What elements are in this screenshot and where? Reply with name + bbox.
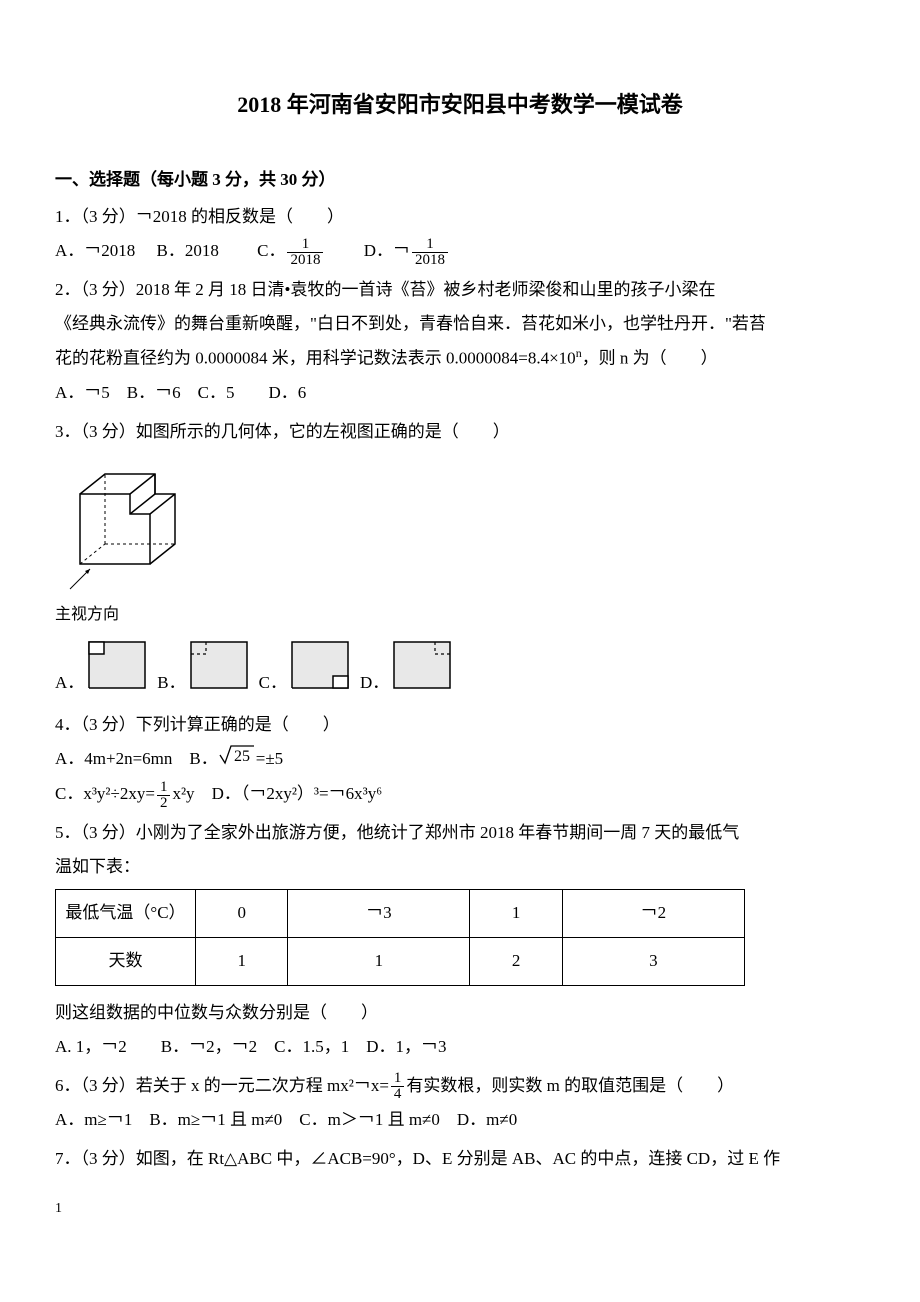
table-cell: 0 xyxy=(196,890,288,938)
q1-text: 1．（3 分）￢2018 的相反数是（ ） xyxy=(55,200,865,234)
q4-optC-a: C．x³y²÷2xy= xyxy=(55,784,155,803)
q4-options-ab: A．4m+2n=6mn B．25=±5 xyxy=(55,742,865,777)
question-3: 3．（3 分）如图所示的几何体，它的左视图正确的是（ ） 主视方向 A． xyxy=(55,415,865,700)
q5-line1: 5．（3 分）小刚为了全家外出旅游方便，他统计了郑州市 2018 年春节期间一周… xyxy=(55,816,865,850)
q1-optB: B．2018 xyxy=(157,241,219,260)
table-cell: 1 xyxy=(288,937,470,985)
table-cell: 1 xyxy=(196,937,288,985)
fraction: 12018 xyxy=(287,237,323,268)
table-cell: 最低气温（°C） xyxy=(56,890,196,938)
q2-line2: 《经典永流传》的舞台重新唤醒，"白日不到处，青春恰自来．苔花如米小，也学牡丹开．… xyxy=(55,307,865,341)
q4-optD: D．（￢2xy²）³=￢6x³y⁶ xyxy=(212,784,383,803)
document-title: 2018 年河南省安阳市安阳县中考数学一模试卷 xyxy=(55,85,865,125)
q3-label: 主视方向 xyxy=(55,601,195,630)
q2-options: A．￢5 B．￢6 C．5 D．6 xyxy=(55,376,865,410)
question-4: 4．（3 分）下列计算正确的是（ ） A．4m+2n=6mn B．25=±5 C… xyxy=(55,708,865,811)
q5-options: A. 1，￢2 B．￢2，￢2 C．1.5，1 D．1，￢3 xyxy=(55,1030,865,1064)
shape-option-d xyxy=(392,640,452,701)
table-cell: ￢2 xyxy=(562,890,744,938)
question-7: 7．（3 分）如图，在 Rt△ABC 中，∠ACB=90°，D、E 分别是 AB… xyxy=(55,1142,865,1176)
shape-option-b xyxy=(189,640,249,701)
q3-optC-label: C． xyxy=(259,668,287,701)
q3-text: 3．（3 分）如图所示的几何体，它的左视图正确的是（ ） xyxy=(55,415,865,449)
q1-optC: C． xyxy=(257,241,285,260)
q4-text: 4．（3 分）下列计算正确的是（ ） xyxy=(55,708,865,742)
q4-options-cd: C．x³y²÷2xy=12x²y D．（￢2xy²）³=￢6x³y⁶ xyxy=(55,777,865,811)
fraction: 12018 xyxy=(412,237,448,268)
q1-optD: D．￢ xyxy=(364,241,410,260)
question-5: 5．（3 分）小刚为了全家外出旅游方便，他统计了郑州市 2018 年春节期间一周… xyxy=(55,816,865,1063)
q5-line3: 则这组数据的中位数与众数分别是（ ） xyxy=(55,996,865,1030)
fraction: 12 xyxy=(157,780,171,811)
q2-line3: 花的花粉直径约为 0.0000084 米，用科学记数法表示 0.0000084=… xyxy=(55,341,865,376)
q1-optA: A．￢2018 xyxy=(55,241,135,260)
section-header: 一、选择题（每小题 3 分，共 30 分） xyxy=(55,165,865,196)
question-6: 6．（3 分）若关于 x 的一元二次方程 mx²￢x=14有实数根，则实数 m … xyxy=(55,1069,865,1137)
table-cell: 2 xyxy=(470,937,562,985)
q5-line2: 温如下表： xyxy=(55,850,865,884)
q3-options: A． B． C． xyxy=(55,640,865,701)
table-cell: 3 xyxy=(562,937,744,985)
q5-table: 最低气温（°C） 0 ￢3 1 ￢2 天数 1 1 2 3 xyxy=(55,889,745,985)
q3-optD-label: D． xyxy=(360,668,389,701)
table-cell: ￢3 xyxy=(288,890,470,938)
fraction: 14 xyxy=(391,1071,405,1102)
cube-3d-icon xyxy=(55,459,195,599)
page-number: 1 xyxy=(55,1196,865,1221)
q6-options: A．m≥￢1 B．m≥￢1 且 m≠0 C．m＞￢1 且 m≠0 D．m≠0 xyxy=(55,1103,865,1137)
question-2: 2．（3 分）2018 年 2 月 18 日清•袁牧的一首诗《苔》被乡村老师梁俊… xyxy=(55,273,865,410)
sqrt-icon: 25 xyxy=(218,743,256,777)
q3-optB-label: B． xyxy=(157,668,185,701)
q3-optA-label: A． xyxy=(55,668,84,701)
q4-optB: B． xyxy=(189,749,217,768)
q1-options: A．￢2018 B．2018 C．12018 D．￢12018 xyxy=(55,234,865,268)
table-cell: 1 xyxy=(470,890,562,938)
question-1: 1．（3 分）￢2018 的相反数是（ ） A．￢2018 B．2018 C．1… xyxy=(55,200,865,268)
q3-figure: 主视方向 xyxy=(55,459,865,630)
q6-text: 6．（3 分）若关于 x 的一元二次方程 mx²￢x=14有实数根，则实数 m … xyxy=(55,1069,865,1103)
q4-optC-b: x²y xyxy=(172,784,194,803)
svg-text:25: 25 xyxy=(234,748,250,765)
q7-text: 7．（3 分）如图，在 Rt△ABC 中，∠ACB=90°，D、E 分别是 AB… xyxy=(55,1142,865,1176)
table-cell: 天数 xyxy=(56,937,196,985)
shape-option-a xyxy=(87,640,147,701)
q2-line1: 2．（3 分）2018 年 2 月 18 日清•袁牧的一首诗《苔》被乡村老师梁俊… xyxy=(55,273,865,307)
shape-option-c xyxy=(290,640,350,701)
q4-optA: A．4m+2n=6mn xyxy=(55,749,172,768)
